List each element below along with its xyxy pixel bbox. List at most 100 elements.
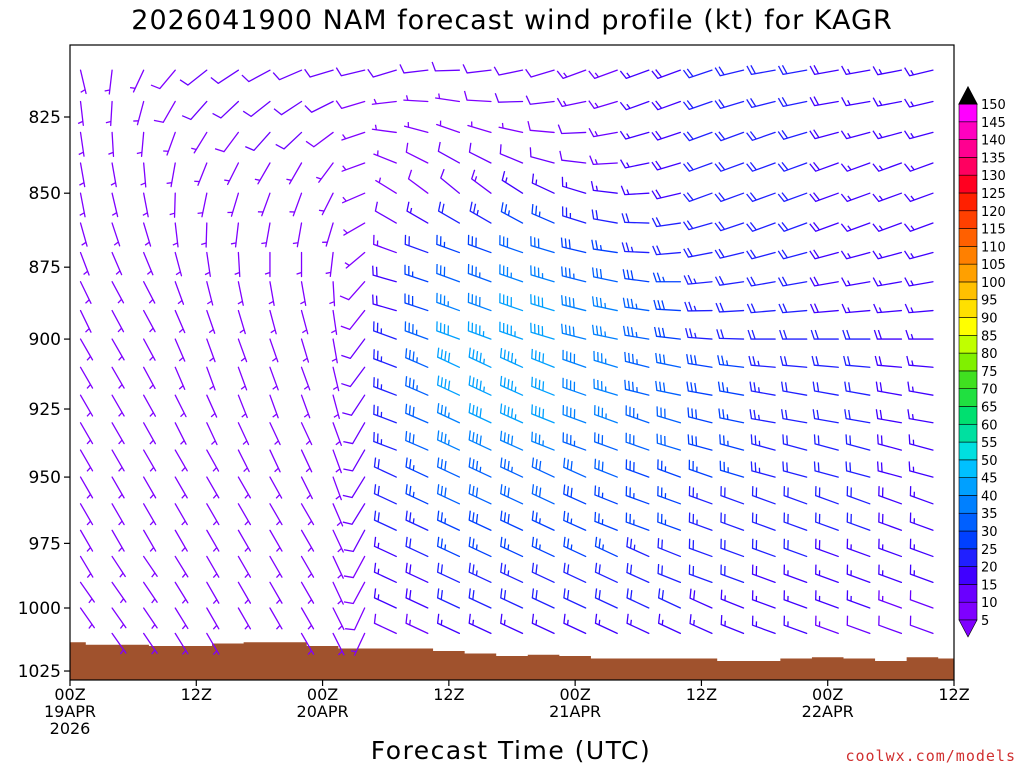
wind-barb	[873, 329, 903, 340]
barb-staff	[561, 159, 587, 164]
wind-barb	[174, 281, 185, 305]
wind-barb	[683, 247, 713, 258]
barb-feather	[444, 351, 447, 361]
wind-barb	[292, 222, 303, 248]
barb-half-feather	[230, 242, 237, 245]
wind-barb	[622, 297, 650, 312]
wind-barb	[840, 250, 871, 260]
barb-feather	[840, 250, 848, 260]
barb-feather	[568, 268, 571, 278]
barb-feather	[504, 204, 508, 214]
barb-feather	[595, 325, 599, 336]
wind-barb	[206, 503, 220, 526]
barb-feather	[653, 299, 658, 310]
wind-barb	[782, 461, 808, 478]
wind-barb	[468, 588, 492, 609]
barb-half-feather	[88, 623, 93, 629]
barb-feather	[841, 303, 847, 313]
barb-half-feather	[119, 623, 125, 629]
barb-half-feather	[598, 619, 601, 626]
barb-half-feather	[197, 212, 203, 214]
wind-barb	[815, 512, 839, 531]
wind-barb	[777, 222, 808, 232]
barb-staff	[846, 624, 871, 635]
colorbar-label: 135	[981, 151, 1006, 166]
colorbar-swatch	[958, 495, 978, 514]
barb-feather	[241, 74, 250, 83]
colorbar-label: 115	[981, 223, 1006, 238]
wind-barb	[143, 309, 156, 333]
barb-half-feather	[511, 466, 513, 473]
barb-feather	[690, 382, 693, 392]
wind-barb	[206, 632, 220, 656]
barb-feather	[630, 298, 634, 309]
wind-barb	[469, 201, 492, 224]
wind-barb	[499, 430, 524, 451]
wind-barb	[343, 222, 366, 236]
barb-half-feather	[412, 518, 415, 524]
barb-feather	[339, 295, 349, 301]
barb-feather	[468, 613, 471, 624]
barb-feather	[750, 434, 753, 444]
barb-feather	[880, 435, 883, 445]
barb-staff	[143, 338, 156, 361]
barb-feather	[475, 378, 479, 389]
barb-staff	[407, 178, 429, 194]
wind-barb	[682, 192, 713, 203]
wind-barb	[687, 434, 713, 451]
barb-half-feather	[118, 466, 123, 472]
barb-feather	[751, 329, 756, 340]
barb-feather	[568, 239, 571, 249]
barb-staff	[497, 100, 524, 103]
wind-barb	[206, 476, 220, 499]
barb-feather	[475, 351, 479, 361]
barb-staff	[300, 581, 315, 604]
barb-feather	[844, 381, 847, 392]
wind-barb	[296, 251, 303, 278]
colorbar-swatch	[958, 103, 978, 123]
barb-feather	[475, 487, 479, 498]
wind-barb	[404, 321, 429, 340]
wind-barb	[846, 512, 871, 531]
barb-half-feather	[633, 544, 636, 550]
barb-feather	[566, 459, 570, 469]
wind-barb	[561, 323, 587, 340]
wind-barb	[651, 69, 682, 80]
colorbar-swatch	[958, 601, 978, 621]
wind-barb	[872, 97, 903, 107]
barb-feather	[595, 210, 599, 220]
barb-feather	[500, 457, 503, 468]
wind-barb	[841, 96, 871, 107]
colorbar-label: 65	[981, 400, 998, 415]
barb-feather	[468, 484, 471, 494]
barb-feather	[566, 564, 570, 574]
wind-barb	[594, 536, 618, 558]
barb-feather	[566, 538, 570, 549]
barb-feather	[809, 65, 816, 75]
barb-feather	[440, 168, 445, 179]
barb-feather	[563, 484, 566, 495]
wind-barb	[143, 607, 158, 630]
wind-barb	[657, 486, 682, 505]
wind-barb	[79, 529, 94, 552]
wind-barb	[626, 588, 650, 609]
wind-barb	[909, 615, 934, 635]
barb-feather	[531, 588, 535, 598]
barb-feather	[503, 564, 507, 574]
barb-feather	[746, 277, 753, 287]
barb-half-feather	[626, 72, 631, 78]
barb-feather	[399, 64, 405, 74]
wind-barb	[908, 434, 934, 451]
barb-feather	[181, 115, 192, 121]
wind-barb	[404, 234, 429, 254]
barb-staff	[529, 129, 555, 134]
barb-feather	[809, 250, 816, 260]
wind-barb	[845, 434, 871, 451]
wind-barb	[686, 353, 713, 368]
barb-feather	[377, 512, 380, 522]
barb-half-feather	[212, 547, 218, 552]
colorbar-swatch	[958, 566, 978, 585]
wind-barb	[500, 484, 524, 505]
barb-feather	[475, 433, 479, 444]
